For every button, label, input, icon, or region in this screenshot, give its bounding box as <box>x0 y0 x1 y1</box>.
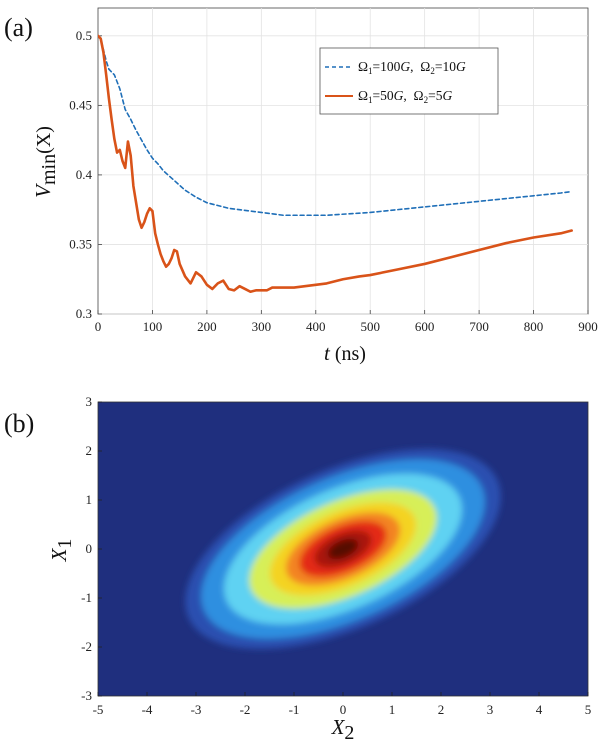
b-y-tick-label: 2 <box>86 443 93 458</box>
legend-label-series-2: Ω1=50G, Ω2=5G <box>358 88 452 105</box>
series-line-1 <box>98 35 573 217</box>
panel-a-ticks: 0 100 200 300 400 500 600 700 800 900 0.3 0.35 0.4 0.… <box>69 28 598 334</box>
x-tick-label: 500 <box>360 319 380 334</box>
b-x-tick-label: 5 <box>585 702 592 717</box>
ylabel-arg: (X) <box>33 126 55 154</box>
b-x-tick-label: -5 <box>93 702 104 717</box>
y-tick-label: 0.35 <box>69 236 92 251</box>
b-y-tick-label: -3 <box>81 688 92 703</box>
b-x-tick-label: 2 <box>438 702 445 717</box>
x-tick-label: 200 <box>197 319 217 334</box>
x-tick-label: 100 <box>143 319 163 334</box>
x-tick-label: 400 <box>306 319 326 334</box>
x-tick-label: 300 <box>252 319 272 334</box>
heatmap-contours <box>185 449 501 649</box>
heatmap-level-9 <box>327 538 359 560</box>
x-tick-label: 900 <box>578 319 598 334</box>
panel-b-xlabel: X2 <box>331 715 355 740</box>
b-x-tick-label: 0 <box>340 702 347 717</box>
svg-text:Vmin(X): Vmin(X) <box>31 126 60 198</box>
b-x-tick-label: 3 <box>487 702 494 717</box>
svg-text:X1: X1 <box>47 539 76 563</box>
b-x-tick-label: 1 <box>389 702 396 717</box>
x-tick-label: 600 <box>415 319 435 334</box>
legend-label-series-1: Ω1=100G, Ω2=10G <box>358 59 466 76</box>
panel-b-label: (b) <box>4 409 34 438</box>
panel-a-label: (a) <box>4 13 33 42</box>
b-y-tick-label: 3 <box>86 394 93 409</box>
x-tick-label: 700 <box>469 319 489 334</box>
panel-b-heatmap <box>185 449 501 649</box>
panel-a-series <box>98 34 573 294</box>
y-tick-label: 0.45 <box>69 97 92 112</box>
panel-a-xlabel: t (ns) <box>324 341 366 365</box>
panel-b-ticks: -5 -4 -3 -2 -1 0 1 2 3 4 5 -3 -2 -1 0 1 2 3 <box>81 394 591 717</box>
x-tick-label: 800 <box>524 319 544 334</box>
b-x-tick-label: -1 <box>289 702 300 717</box>
b-y-tick-label: -2 <box>81 639 92 654</box>
panel-a-legend: Ω1=100G, Ω2=10G Ω1=50G, Ω2=5G <box>319 47 499 115</box>
x-tick-label: 0 <box>95 319 102 334</box>
y-tick-label: 0.3 <box>76 306 92 321</box>
b-x-tick-label: -3 <box>191 702 202 717</box>
b-y-tick-label: 1 <box>86 492 93 507</box>
y-tick-label: 0.4 <box>76 167 93 182</box>
b-x-tick-label: 4 <box>536 702 543 717</box>
b-x-tick-label: -4 <box>142 702 153 717</box>
legend-box <box>319 47 499 115</box>
b-x-tick-label: -2 <box>240 702 251 717</box>
panel-b-ylabel: X1 <box>47 539 76 563</box>
series-line-2 <box>98 34 573 294</box>
b-y-tick-label: 0 <box>86 541 93 556</box>
b-y-tick-label: -1 <box>81 590 92 605</box>
y-tick-label: 0.5 <box>76 28 92 43</box>
panel-a-ylabel: Vmin(X) <box>31 126 60 198</box>
